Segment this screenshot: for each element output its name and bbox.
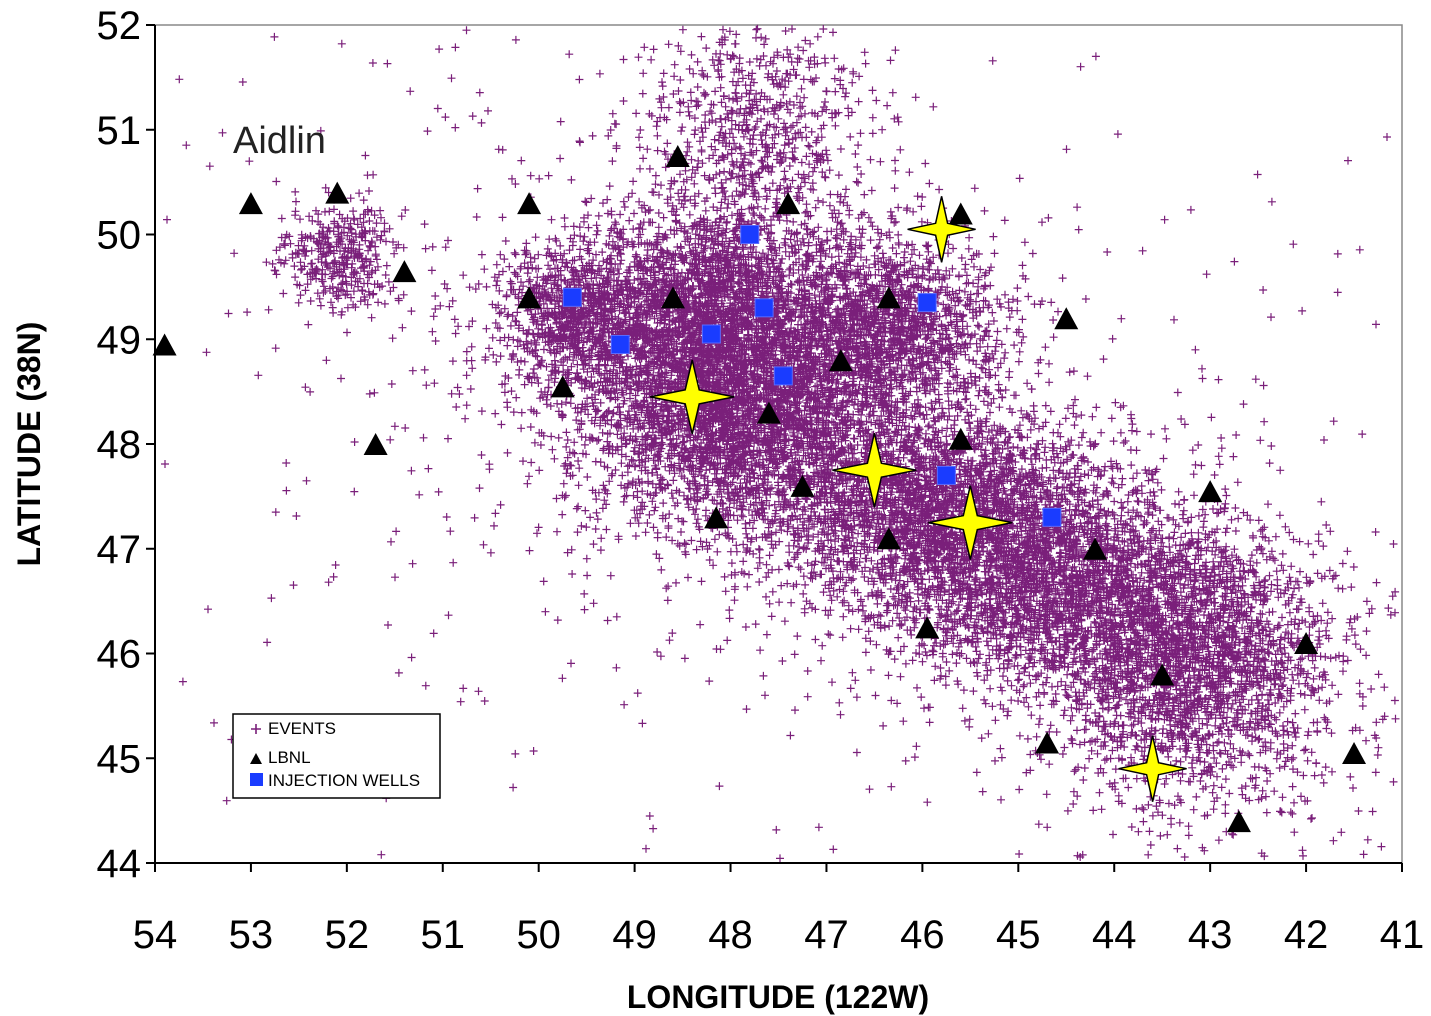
star-marker [1118, 735, 1187, 802]
x-tick-label: 51 [421, 913, 466, 957]
x-axis-title: LONGITUDE (122W) [627, 979, 929, 1015]
lbnl-station-marker [915, 616, 940, 639]
y-tick-label: 44 [97, 842, 142, 886]
x-tick-label: 44 [1092, 913, 1137, 957]
stars-layer [650, 196, 1187, 802]
star-marker [907, 196, 976, 263]
x-tick-label: 42 [1284, 913, 1329, 957]
legend-label-injection-wells: INJECTION WELLS [268, 771, 420, 790]
aidlin-annotation: Aidlin [233, 120, 326, 162]
injection-well-marker [1042, 507, 1062, 527]
x-tick-label: 50 [516, 913, 561, 957]
lbnl-station-marker [392, 260, 417, 283]
lbnl-station-marker [517, 286, 542, 309]
lbnl-station-marker [517, 192, 542, 215]
lbnl-station-marker [948, 202, 973, 225]
lbnl-station-marker [756, 401, 781, 424]
lbnl-station-marker [1083, 537, 1108, 560]
events-layer [161, 24, 1400, 863]
square-marker-icon [250, 773, 263, 786]
triangle-marker-icon [250, 753, 262, 764]
plus-marker-icon [251, 724, 261, 734]
lbnl-station-marker [665, 144, 690, 167]
lbnl-stations-layer [152, 144, 1367, 833]
y-tick-label: 52 [97, 4, 142, 48]
injection-well-marker [562, 287, 582, 307]
y-tick-label: 51 [97, 109, 142, 153]
legend-box [232, 713, 441, 799]
injection-well-marker [936, 465, 956, 485]
event-markers [161, 24, 1400, 863]
lbnl-station-marker [1035, 731, 1060, 754]
lbnl-station-marker [1198, 480, 1223, 503]
y-tick-label: 47 [97, 528, 142, 572]
lbnl-station-marker [1150, 663, 1175, 686]
lbnl-station-marker [776, 192, 801, 215]
lbnl-station-marker [363, 433, 388, 455]
x-tick-label: 49 [612, 913, 657, 957]
lbnl-station-marker [1226, 810, 1251, 833]
star-marker [650, 359, 735, 435]
x-tick-label: 46 [900, 913, 945, 957]
injection-well-marker [754, 298, 774, 318]
x-tick-label: 43 [1188, 913, 1233, 957]
injection-well-marker [701, 324, 721, 344]
y-tick-label: 49 [97, 318, 142, 362]
x-tick-label: 47 [804, 913, 849, 957]
axes [146, 24, 1403, 872]
x-tick-label: 52 [325, 913, 370, 957]
legend-entry-lbnl: LBNL [250, 748, 311, 767]
x-tick-label: 53 [229, 913, 274, 957]
injection-well-marker [773, 366, 793, 386]
y-tick-labels: 44 45 46 47 48 49 50 51 52 [97, 4, 142, 886]
lbnl-station-marker [1294, 632, 1319, 655]
lbnl-station-marker [1054, 307, 1079, 330]
star-marker [928, 485, 1013, 560]
x-tick-label: 45 [996, 913, 1041, 957]
legend: EVENTS LBNL INJECTION WELLS [232, 713, 441, 799]
x-tick-label: 54 [133, 913, 178, 957]
lbnl-station-marker [152, 333, 177, 356]
lbnl-station-marker [876, 286, 901, 309]
lbnl-station-marker [325, 181, 350, 204]
x-tick-label: 48 [708, 913, 753, 957]
injection-wells-layer [562, 225, 1062, 527]
legend-label-lbnl: LBNL [268, 748, 311, 767]
legend-entry-injection-wells: INJECTION WELLS [250, 771, 420, 790]
injection-well-marker [917, 293, 937, 313]
injection-well-marker [740, 225, 760, 244]
lbnl-station-marker [828, 349, 853, 372]
lbnl-station-marker [550, 375, 575, 398]
star-marker [832, 433, 917, 508]
lbnl-station-marker [876, 527, 901, 550]
legend-label-events: EVENTS [268, 719, 336, 738]
y-axis-title: LATITUDE (38N) [11, 322, 47, 567]
x-tick-labels: 54 53 52 51 50 49 48 47 46 45 44 43 42 41 [133, 913, 1425, 957]
lbnl-station-marker [238, 192, 263, 215]
injection-well-marker [610, 334, 630, 354]
lbnl-station-marker [948, 427, 973, 450]
lbnl-station-marker [790, 474, 815, 497]
x-tick-label: 41 [1380, 913, 1425, 957]
lbnl-station-marker [1342, 742, 1367, 765]
lbnl-station-marker [660, 286, 685, 309]
y-tick-label: 45 [97, 737, 142, 781]
lbnl-station-marker [704, 506, 729, 529]
y-tick-label: 48 [97, 423, 142, 467]
y-tick-label: 50 [97, 214, 142, 258]
y-tick-label: 46 [97, 633, 142, 677]
legend-entry-events: EVENTS [251, 719, 336, 738]
